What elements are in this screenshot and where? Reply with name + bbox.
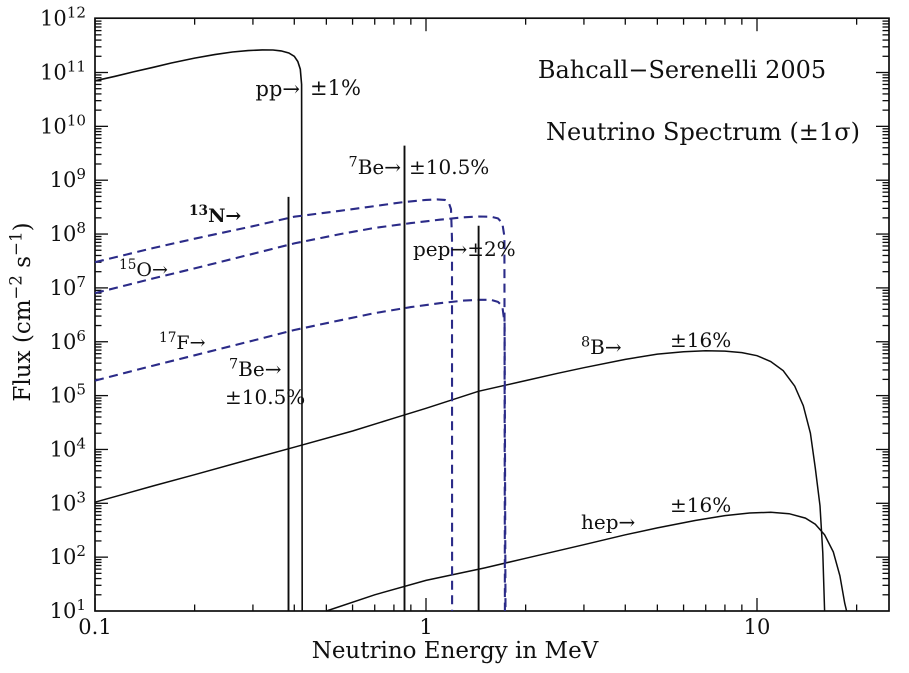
curve-F17 [94, 298, 507, 612]
y-axis-label: Flux (cm−2 s−1) [6, 222, 36, 401]
y-tick-label-1e11: 1011 [40, 58, 86, 85]
label-be384-uncertainty: ±10.5% [225, 385, 305, 409]
label-n13: 13N→ [189, 203, 241, 227]
axis-ticks [94, 18, 889, 611]
plot-frame [94, 17, 890, 612]
y-tick-label-1e12: 1012 [40, 4, 86, 31]
label-hep: hep→ [581, 510, 636, 534]
label-be862: 7Be→ [349, 154, 402, 179]
spectra-curves [94, 49, 848, 612]
chart-subtitle: Neutrino Spectrum (±1σ) [546, 118, 860, 146]
spectral-lines [287, 145, 480, 611]
x-tick-label-1: 1 [419, 615, 432, 639]
x-tick-label-0.1: 0.1 [78, 615, 111, 639]
y-tick-label-1e2: 102 [50, 542, 86, 569]
y-tick-label-1e4: 104 [50, 434, 86, 461]
y-tick-label-1e7: 107 [50, 273, 86, 300]
chart-title: Bahcall−Serenelli 2005 [538, 56, 826, 84]
y-tick-label-1e5: 105 [50, 381, 86, 408]
label-b8: 8B→ [581, 334, 622, 359]
y-tick-label-1e1: 101 [50, 596, 86, 623]
y-tick-label-1e3: 103 [50, 488, 86, 515]
label-be862-uncertainty: ±10.5% [409, 155, 489, 179]
label-f17: 17F→ [159, 330, 206, 354]
label-pep-uncertainty: pep→±2% [413, 237, 516, 261]
curve-hep [326, 511, 848, 612]
label-be384: 7Be→ [229, 356, 282, 381]
y-tick-label-1e8: 108 [50, 219, 86, 246]
x-axis-label: Neutrino Energy in MeV [312, 638, 599, 664]
y-tick-label-1e9: 109 [50, 165, 86, 192]
label-o15: 15O→ [119, 257, 168, 281]
curve-B8 [94, 350, 826, 612]
curve-pp [94, 49, 303, 612]
curve-O15 [94, 215, 506, 612]
y-tick-label-1e6: 106 [50, 327, 86, 354]
chart-text: 0.1 1 10 101 102 103 104 105 106 107 108 109 1010 101… [6, 4, 860, 664]
y-tick-label-1e10: 1010 [40, 111, 86, 138]
x-tick-label-10: 10 [744, 615, 771, 639]
label-b8-uncertainty: ±16% [670, 328, 731, 352]
label-hep-uncertainty: ±16% [670, 493, 731, 517]
label-pp-uncertainty: ±1% [310, 76, 361, 100]
label-pp: pp→ [256, 77, 300, 101]
curve-N13 [94, 198, 454, 612]
